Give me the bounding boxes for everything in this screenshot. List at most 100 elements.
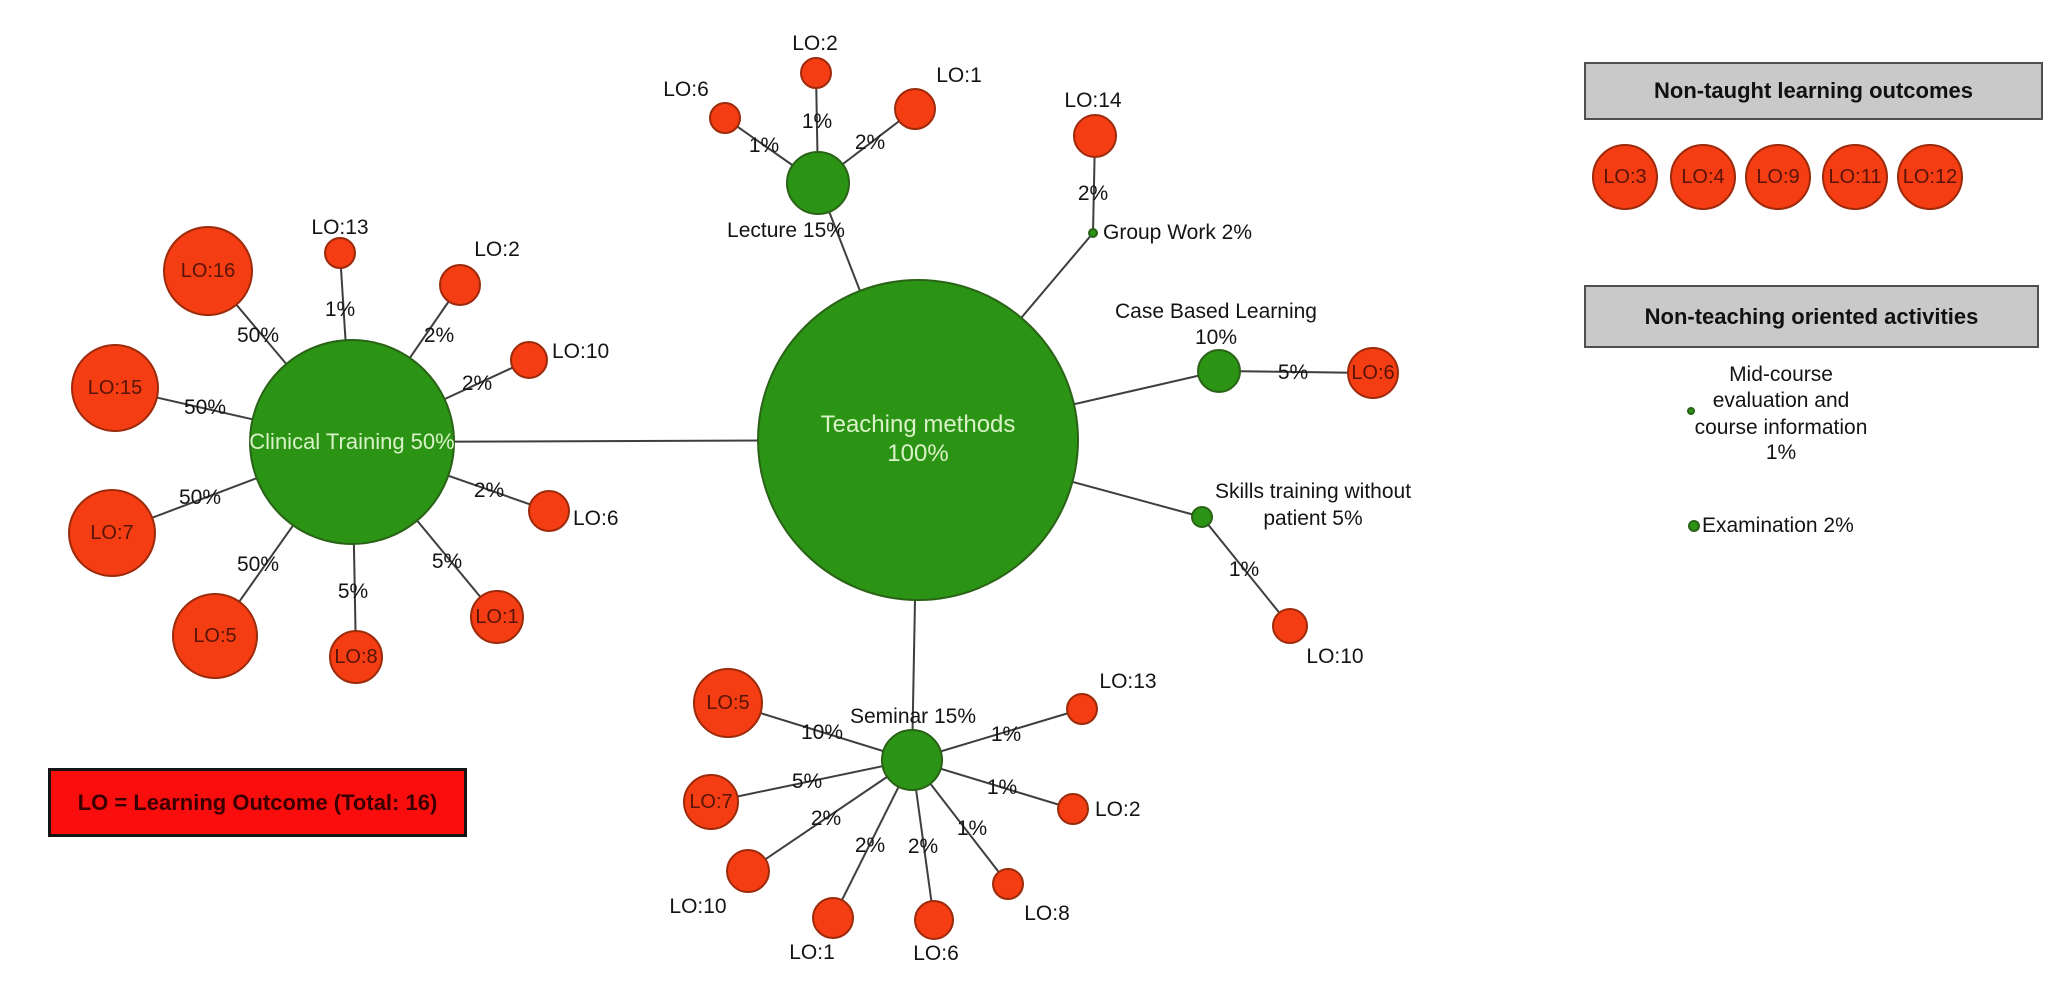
node-gw-dot xyxy=(1088,228,1098,238)
node-cl-lo2 xyxy=(439,264,481,306)
groupwork-title: Group Work 2% xyxy=(1103,221,1252,244)
node-sem-lo8 xyxy=(992,868,1024,900)
lec-lo1-label: LO:1 xyxy=(936,64,982,87)
node-lecture xyxy=(786,151,850,215)
non-taught-lo-11: LO:11 xyxy=(1822,144,1888,210)
node-cl-lo13 xyxy=(324,237,356,269)
node-gw-lo14 xyxy=(1073,114,1117,158)
sem-lo8-pct: 1% xyxy=(956,817,988,840)
node-teaching: Teaching methods 100% xyxy=(757,279,1079,601)
cl-lo8-pct: 5% xyxy=(337,580,369,603)
node-clinical: Clinical Training 50% xyxy=(249,339,455,545)
cl-lo5-pct: 50% xyxy=(236,553,280,576)
non-taught-lo-12: LO:12 xyxy=(1897,144,1963,210)
cl-lo6-pct: 2% xyxy=(473,479,505,502)
mid-course-evaluation-line-1: Mid-course xyxy=(1729,363,1833,386)
sem-lo10-label: LO:10 xyxy=(669,895,727,918)
node-cl-lo16: LO:16 xyxy=(163,226,253,316)
node-teaching-label: 100% xyxy=(887,440,949,467)
non-taught-lo-3: LO:3 xyxy=(1592,144,1658,210)
cl-lo10-label: LO:10 xyxy=(552,340,610,363)
cl-lo13-pct: 1% xyxy=(324,298,356,321)
node-sem-lo2 xyxy=(1057,793,1089,825)
lec-lo1-pct: 2% xyxy=(854,131,886,154)
seminar-title: Seminar 15% xyxy=(849,705,977,728)
node-cl-lo1-label: LO:1 xyxy=(475,606,519,628)
node-cbl-lo6-label: LO:6 xyxy=(1351,362,1395,384)
mid-course-evaluation-line-2: evaluation and xyxy=(1712,389,1850,412)
node-sem-lo5: LO:5 xyxy=(693,668,763,738)
node-cl-lo1: LO:1 xyxy=(470,590,524,644)
node-sem-lo7: LO:7 xyxy=(683,774,739,830)
node-lec-lo1 xyxy=(894,88,936,130)
skills-title-line1: Skills training without xyxy=(1214,480,1412,503)
node-cl-lo6 xyxy=(528,490,570,532)
node-cl-lo7-label: LO:7 xyxy=(90,522,134,544)
cl-lo2-label: LO:2 xyxy=(474,238,520,261)
cl-lo6-label: LO:6 xyxy=(573,507,619,530)
node-skills-dot xyxy=(1191,506,1213,528)
node-sem-lo13 xyxy=(1066,693,1098,725)
sem-lo6-label: LO:6 xyxy=(913,942,959,965)
node-cl-lo10 xyxy=(510,341,548,379)
node-sem-lo1 xyxy=(812,897,854,939)
non-taught-lo-4: LO:4 xyxy=(1670,144,1736,210)
node-cl-lo15-label: LO:15 xyxy=(87,377,143,399)
sem-lo1-label: LO:1 xyxy=(789,941,835,964)
node-cbl xyxy=(1197,349,1241,393)
node-cl-lo5-label: LO:5 xyxy=(193,625,237,647)
node-clinical-label: Clinical Training 50% xyxy=(249,428,455,454)
sem-lo8-label: LO:8 xyxy=(1024,902,1070,925)
lec-lo2-pct: 1% xyxy=(801,110,833,133)
mid-course-evaluation-dot xyxy=(1687,407,1695,415)
cbl-title: Case Based Learning xyxy=(1115,300,1317,323)
cl-lo16-pct: 50% xyxy=(236,324,280,347)
node-cl-lo15: LO:15 xyxy=(71,344,159,432)
cbl-lo6-pct: 5% xyxy=(1277,361,1309,384)
non-teaching-header: Non-teaching oriented activities xyxy=(1584,285,2039,348)
node-cbl-lo6: LO:6 xyxy=(1347,347,1399,399)
non-taught-lo-4-label: LO:4 xyxy=(1681,166,1725,188)
edge-seminar-sem_lo7 xyxy=(710,759,913,803)
sk-lo10-pct: 1% xyxy=(1228,558,1260,581)
non-taught-lo-9: LO:9 xyxy=(1745,144,1811,210)
non-taught-header-label: Non-taught learning outcomes xyxy=(1654,78,1973,103)
sem-lo6-pct: 2% xyxy=(907,835,939,858)
cl-lo7-pct: 50% xyxy=(178,486,222,509)
node-sem-lo5-label: LO:5 xyxy=(706,692,750,714)
sem-lo10-pct: 2% xyxy=(810,807,842,830)
sem-lo13-label: LO:13 xyxy=(1099,670,1157,693)
node-cl-lo8-label: LO:8 xyxy=(334,646,378,668)
node-cl-lo7: LO:7 xyxy=(68,489,156,577)
gw-lo14-label: LO:14 xyxy=(1064,89,1122,112)
sem-lo2-pct: 1% xyxy=(986,776,1018,799)
cl-lo1-pct: 5% xyxy=(431,550,463,573)
cl-lo15-pct: 50% xyxy=(183,396,227,419)
lecture-title: Lecture 15% xyxy=(727,219,845,242)
node-cl-lo8: LO:8 xyxy=(329,630,383,684)
skills-title-line2: patient 5% xyxy=(1263,507,1363,530)
non-taught-lo-11-label: LO:11 xyxy=(1828,166,1882,188)
non-teaching-header-label: Non-teaching oriented activities xyxy=(1644,303,1979,329)
legend-note-box: LO = Learning Outcome (Total: 16) xyxy=(48,768,467,837)
sem-lo7-pct: 5% xyxy=(791,770,823,793)
node-lec-lo6 xyxy=(709,102,741,134)
cl-lo10-pct: 2% xyxy=(461,372,493,395)
sk-lo10-label: LO:10 xyxy=(1306,645,1364,668)
cl-lo13-label: LO:13 xyxy=(311,216,369,239)
cbl-pct-title: 10% xyxy=(1194,326,1238,349)
legend-note-label: LO = Learning Outcome (Total: 16) xyxy=(77,789,438,815)
node-seminar xyxy=(881,729,943,791)
non-taught-header: Non-taught learning outcomes xyxy=(1584,62,2043,120)
node-sk-lo10 xyxy=(1272,608,1308,644)
node-lec-lo2 xyxy=(800,57,832,89)
examination-label: Examination 2% xyxy=(1702,514,1854,537)
lec-lo6-pct: 1% xyxy=(748,134,780,157)
sem-lo1-pct: 2% xyxy=(854,834,886,857)
non-taught-lo-3-label: LO:3 xyxy=(1603,166,1647,188)
cl-lo2-pct: 2% xyxy=(423,324,455,347)
edge-seminar-sem_lo10 xyxy=(747,759,913,872)
mid-course-evaluation-line-4: 1% xyxy=(1765,441,1797,464)
node-sem-lo10 xyxy=(726,849,770,893)
lec-lo6-label: LO:6 xyxy=(663,78,709,101)
